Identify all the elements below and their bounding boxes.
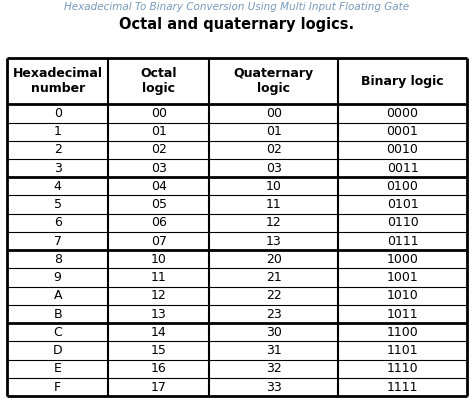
Text: 0010: 0010 <box>387 144 419 156</box>
Text: 0100: 0100 <box>387 180 419 193</box>
Text: 1000: 1000 <box>387 253 419 266</box>
Text: 1: 1 <box>54 125 62 138</box>
Text: 22: 22 <box>266 290 282 302</box>
Text: 16: 16 <box>151 363 167 375</box>
Text: Hexadecimal To Binary Conversion Using Multi Input Floating Gate: Hexadecimal To Binary Conversion Using M… <box>64 2 410 12</box>
Text: 03: 03 <box>151 162 167 174</box>
Text: F: F <box>54 381 61 393</box>
Text: E: E <box>54 363 62 375</box>
Text: 9: 9 <box>54 271 62 284</box>
Text: Hexadecimal
number: Hexadecimal number <box>13 67 103 95</box>
Text: 05: 05 <box>151 198 167 211</box>
Text: 15: 15 <box>151 344 167 357</box>
Text: 0001: 0001 <box>387 125 419 138</box>
Text: 02: 02 <box>266 144 282 156</box>
Text: 17: 17 <box>151 381 167 393</box>
Text: 04: 04 <box>151 180 167 193</box>
Text: 1010: 1010 <box>387 290 419 302</box>
Text: 0101: 0101 <box>387 198 419 211</box>
Text: 10: 10 <box>151 253 167 266</box>
Text: 0111: 0111 <box>387 235 419 247</box>
Text: 32: 32 <box>266 363 282 375</box>
Text: 13: 13 <box>266 235 282 247</box>
Text: 4: 4 <box>54 180 62 193</box>
Text: 14: 14 <box>151 326 167 339</box>
Text: 01: 01 <box>151 125 167 138</box>
Text: 06: 06 <box>151 217 167 229</box>
Text: 13: 13 <box>151 308 167 320</box>
Text: 11: 11 <box>151 271 167 284</box>
Text: 6: 6 <box>54 217 62 229</box>
Text: D: D <box>53 344 63 357</box>
Text: 00: 00 <box>151 107 167 120</box>
Text: 12: 12 <box>266 217 282 229</box>
Text: 7: 7 <box>54 235 62 247</box>
Text: 1110: 1110 <box>387 363 419 375</box>
Text: Binary logic: Binary logic <box>361 75 444 88</box>
Text: 33: 33 <box>266 381 282 393</box>
Text: Quaternary
logic: Quaternary logic <box>234 67 314 95</box>
Text: 23: 23 <box>266 308 282 320</box>
Text: 07: 07 <box>151 235 167 247</box>
Text: 02: 02 <box>151 144 167 156</box>
Text: 3: 3 <box>54 162 62 174</box>
Text: 1111: 1111 <box>387 381 418 393</box>
Text: 11: 11 <box>266 198 282 211</box>
Text: 21: 21 <box>266 271 282 284</box>
Text: 5: 5 <box>54 198 62 211</box>
Text: 1001: 1001 <box>387 271 419 284</box>
Text: 03: 03 <box>266 162 282 174</box>
Text: 01: 01 <box>266 125 282 138</box>
Text: 1101: 1101 <box>387 344 419 357</box>
Text: 2: 2 <box>54 144 62 156</box>
Text: 0000: 0000 <box>386 107 419 120</box>
Text: B: B <box>54 308 62 320</box>
Text: 20: 20 <box>266 253 282 266</box>
Text: 31: 31 <box>266 344 282 357</box>
Text: 10: 10 <box>266 180 282 193</box>
Text: 30: 30 <box>266 326 282 339</box>
Text: C: C <box>53 326 62 339</box>
Text: 0: 0 <box>54 107 62 120</box>
Text: Octal and quaternary logics.: Octal and quaternary logics. <box>119 17 355 32</box>
Text: 1011: 1011 <box>387 308 419 320</box>
Text: 8: 8 <box>54 253 62 266</box>
Text: A: A <box>54 290 62 302</box>
Text: Octal
logic: Octal logic <box>141 67 177 95</box>
Text: 00: 00 <box>266 107 282 120</box>
Text: 12: 12 <box>151 290 167 302</box>
Text: 0110: 0110 <box>387 217 419 229</box>
Text: 0011: 0011 <box>387 162 419 174</box>
Text: 1100: 1100 <box>387 326 419 339</box>
